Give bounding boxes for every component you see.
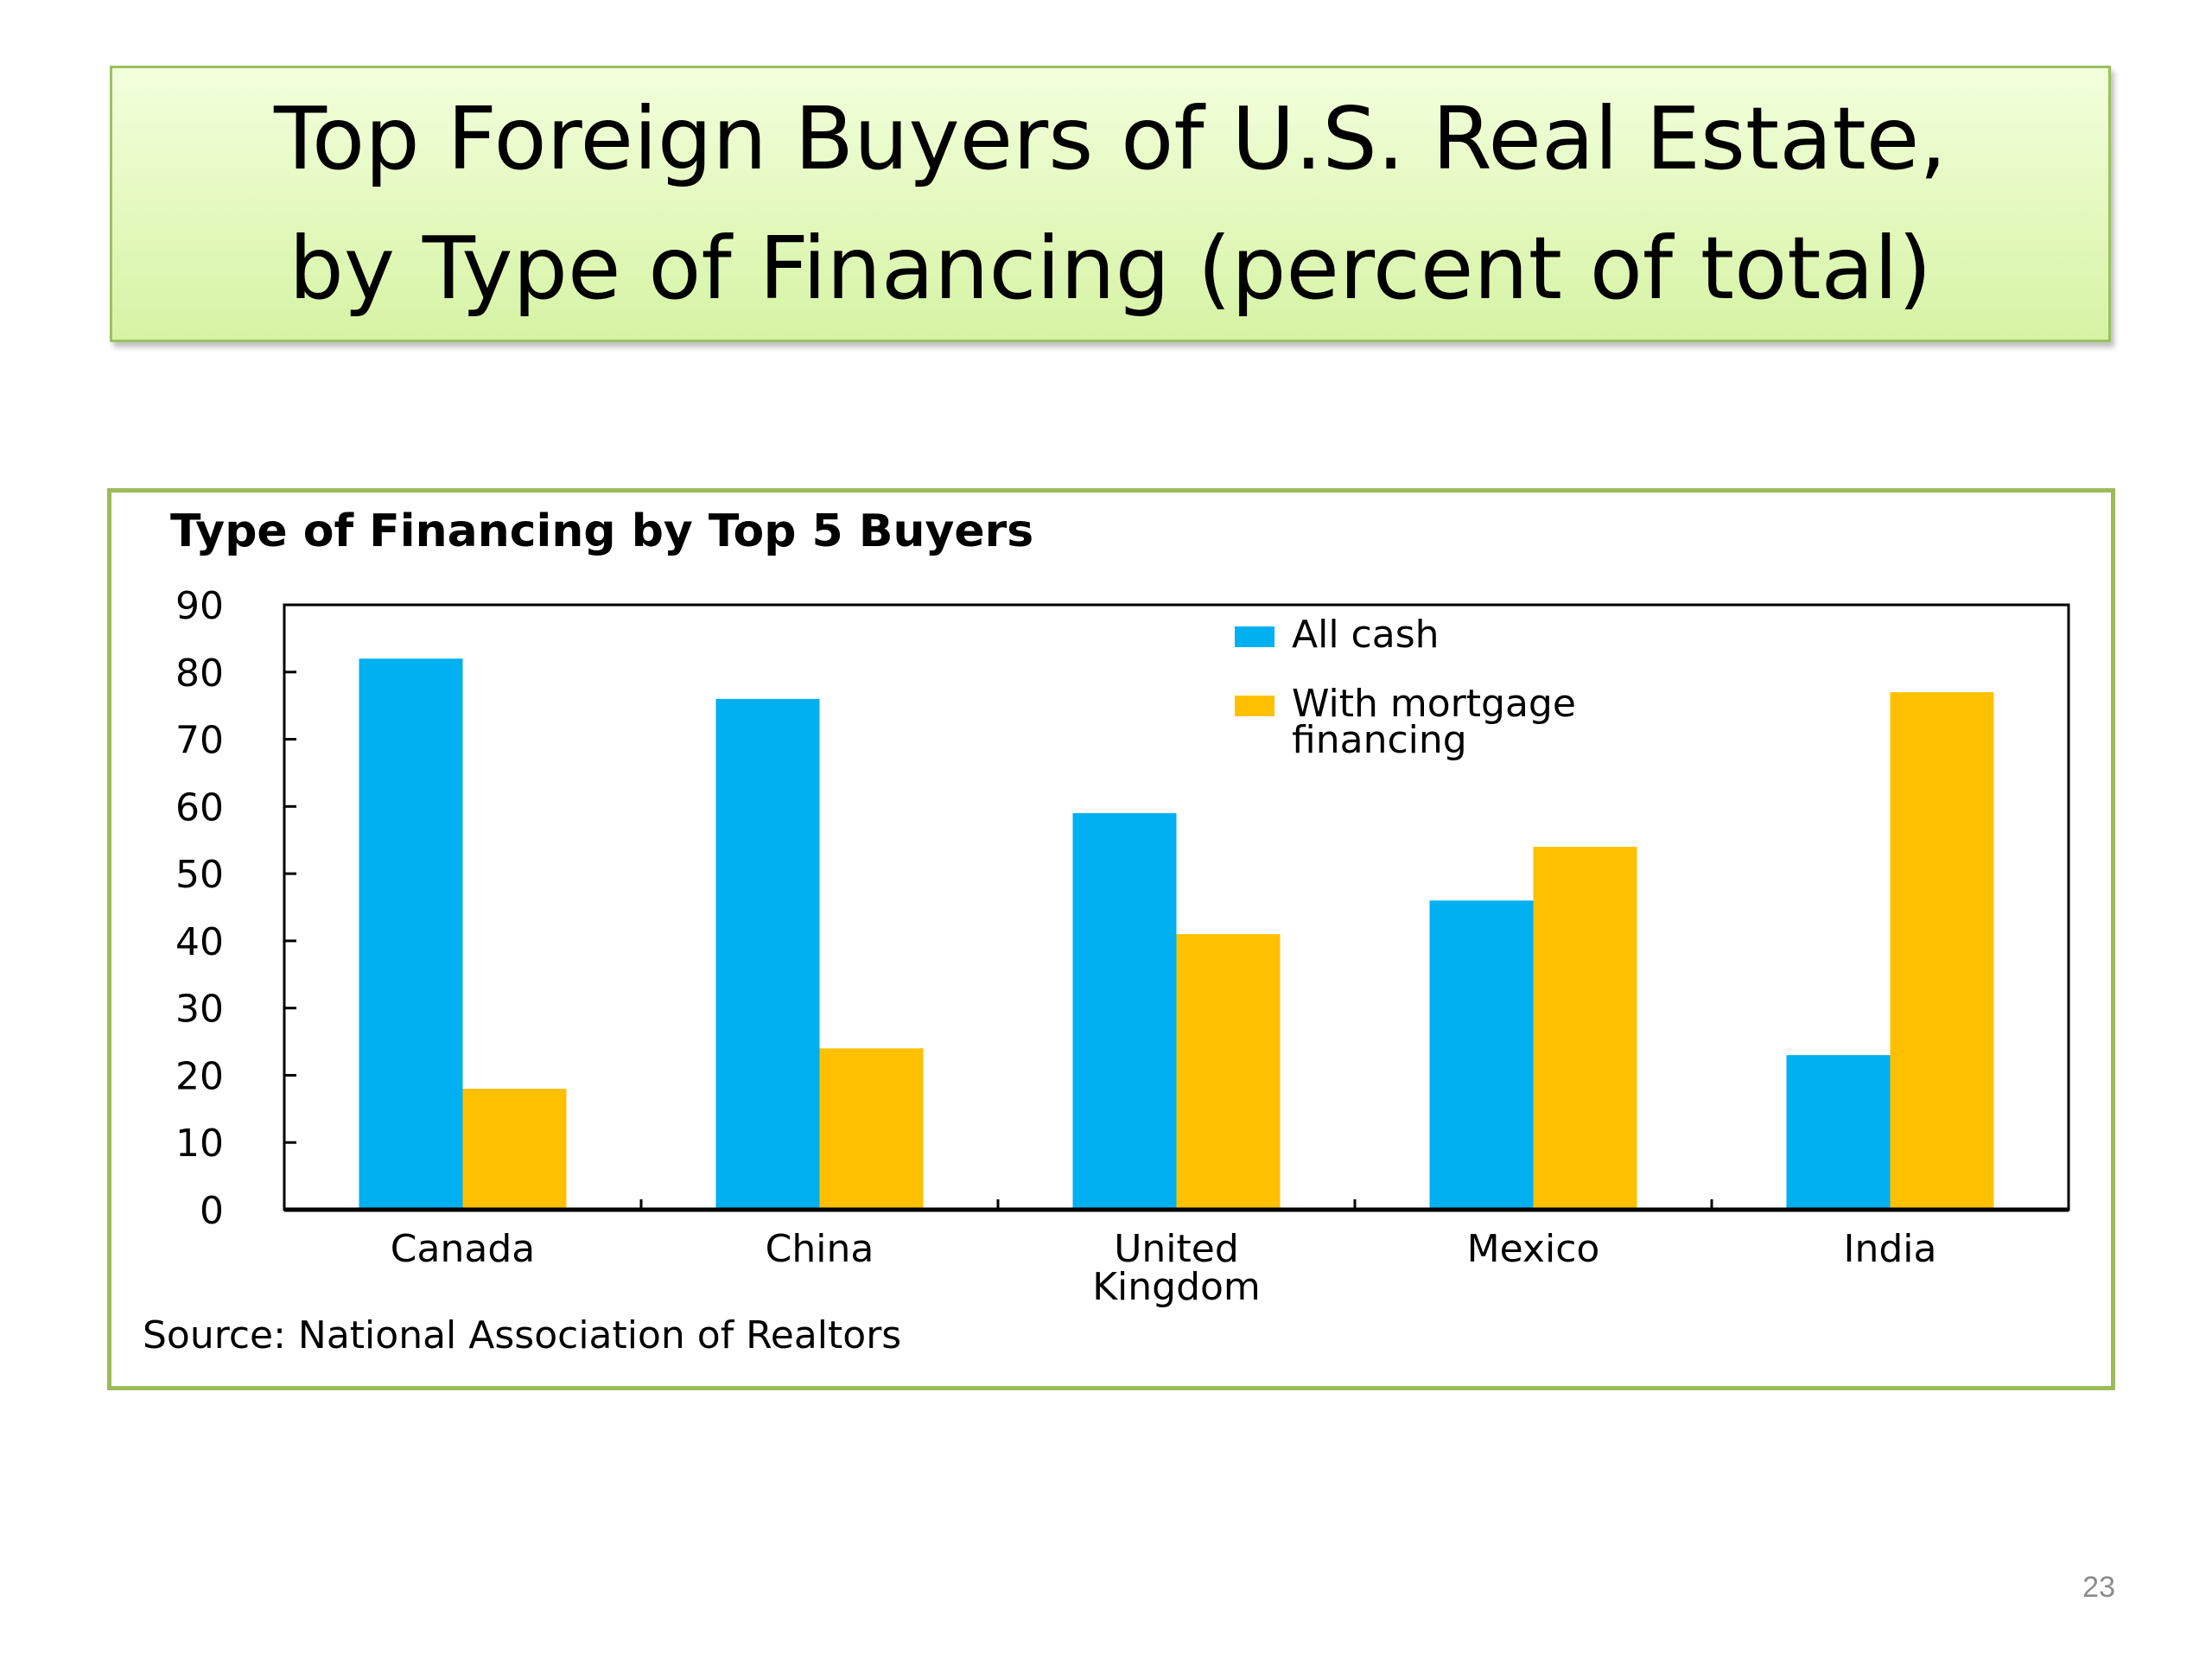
x-category-label-1: China [766,1227,874,1271]
legend-label-line: All cash [1292,613,1440,657]
y-tick-label-80: 80 [175,652,224,696]
legend: All cash With mortgage financing [1235,613,1576,762]
bar-cash-3 [1429,900,1534,1210]
x-category-label-line: Kingdom [1092,1265,1261,1309]
legend-swatch-mortgage [1235,696,1274,716]
x-category-label-line: Canada [391,1227,535,1271]
x-category-label-line: Mexico [1467,1227,1600,1271]
y-tick-label-70: 70 [175,719,224,763]
x-category-label-line: India [1844,1227,1937,1271]
y-tick-label-50: 50 [175,853,224,897]
legend-label-cash: All cash [1292,613,1440,657]
x-category-label-4: India [1844,1227,1937,1271]
page-number: 23 [2082,1571,2115,1604]
x-category-label-0: Canada [391,1227,535,1271]
chart-container: Type of Financing by Top 5 Buyers 0 10 20 3… [107,488,2115,1390]
bar-mortgage-0 [462,1089,567,1210]
y-tick-label-10: 10 [175,1122,224,1166]
bar-mortgage-4 [1890,692,1994,1210]
bar-mortgage-3 [1533,847,1637,1210]
legend-label-line: With mortgage [1292,682,1576,726]
bar-cash-1 [715,698,820,1210]
y-tick-label-40: 40 [175,920,224,964]
chart-title: Type of Financing by Top 5 Buyers [170,505,1033,557]
y-tick-label-0: 0 [200,1189,224,1233]
legend-label-line: financing [1292,718,1467,762]
legend-label-mortgage: With mortgage financing [1292,682,1576,762]
slide-title-line-2: by Type of Financing (percent of total) [289,218,1932,319]
bar-chart: Type of Financing by Top 5 Buyers 0 10 20 3… [143,505,2070,1357]
bars-group [359,658,1994,1210]
x-category-label-2: United Kingdom [1092,1227,1261,1309]
x-category-label-line: United [1114,1227,1239,1271]
y-tick-label-90: 90 [175,584,224,628]
y-tick-label-60: 60 [175,785,224,830]
x-category-label-3: Mexico [1467,1227,1600,1271]
bar-mortgage-2 [1176,934,1281,1210]
legend-swatch-cash [1235,626,1274,647]
y-tick-label-30: 30 [175,988,224,1032]
x-category-label-line: China [766,1227,874,1271]
bar-mortgage-1 [819,1048,924,1210]
axes-group: 0 10 20 30 40 50 60 70 80 90 Canada China United King… [175,584,2070,1309]
bar-cash-4 [1786,1055,1891,1210]
chart-source-note: Source: National Association of Realtors [143,1313,901,1357]
bar-cash-2 [1072,813,1177,1210]
y-tick-label-20: 20 [175,1054,224,1098]
slide-title-line-1: Top Foreign Buyers of U.S. Real Estate, [273,88,1948,189]
slide-title-box: Top Foreign Buyers of U.S. Real Estate, … [110,66,2111,342]
bar-cash-0 [359,658,463,1210]
